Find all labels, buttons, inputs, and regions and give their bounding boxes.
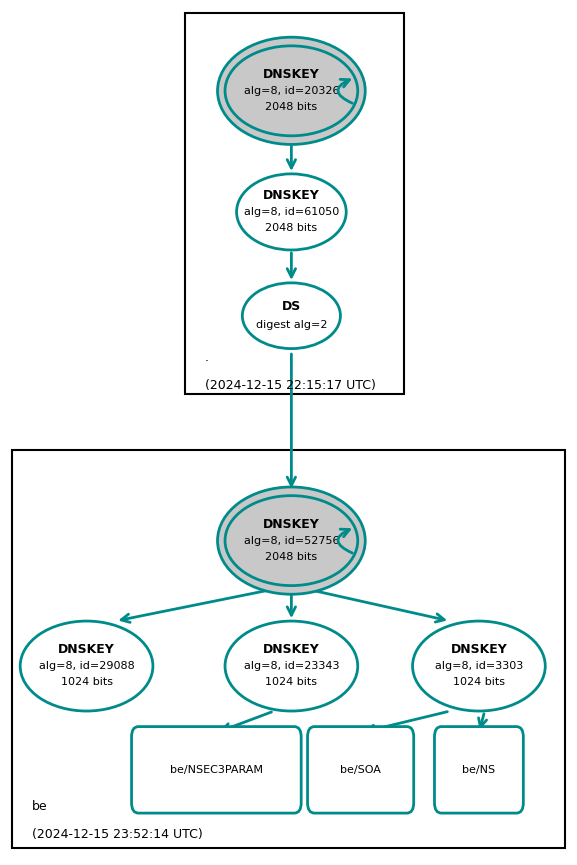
Text: DNSKEY: DNSKEY [58,643,115,657]
Text: DNSKEY: DNSKEY [263,643,320,657]
Text: be: be [32,800,47,813]
Text: 2048 bits: 2048 bits [265,223,317,234]
Text: be/NSEC3PARAM: be/NSEC3PARAM [170,765,263,775]
Text: 2048 bits: 2048 bits [265,552,317,562]
Text: be/NS: be/NS [462,765,496,775]
FancyBboxPatch shape [434,727,523,813]
FancyBboxPatch shape [308,727,414,813]
Text: DNSKEY: DNSKEY [451,643,507,657]
Text: DNSKEY: DNSKEY [263,189,320,202]
Text: 2048 bits: 2048 bits [265,102,317,112]
Text: alg=8, id=20326: alg=8, id=20326 [243,86,339,96]
Text: alg=8, id=3303: alg=8, id=3303 [435,661,523,671]
Ellipse shape [413,621,545,711]
Ellipse shape [218,487,365,594]
Text: .: . [205,351,209,364]
Text: be/SOA: be/SOA [340,765,381,775]
Text: DS: DS [282,300,301,313]
Bar [12,450,565,848]
Text: alg=8, id=61050: alg=8, id=61050 [243,207,339,217]
FancyBboxPatch shape [132,727,301,813]
Ellipse shape [225,496,358,586]
Bar [185,13,404,394]
Ellipse shape [225,46,358,136]
Text: (2024-12-15 23:52:14 UTC): (2024-12-15 23:52:14 UTC) [32,828,203,841]
Text: (2024-12-15 22:15:17 UTC): (2024-12-15 22:15:17 UTC) [205,379,376,392]
Ellipse shape [242,283,340,349]
Ellipse shape [20,621,153,711]
Text: alg=8, id=29088: alg=8, id=29088 [39,661,134,671]
Text: 1024 bits: 1024 bits [61,677,113,688]
Ellipse shape [225,621,358,711]
Text: 1024 bits: 1024 bits [265,677,317,688]
Text: DNSKEY: DNSKEY [263,67,320,81]
Ellipse shape [218,37,365,144]
Ellipse shape [237,174,346,250]
Text: 1024 bits: 1024 bits [453,677,505,688]
Text: alg=8, id=52756: alg=8, id=52756 [243,535,339,546]
Text: digest alg=2: digest alg=2 [256,320,327,330]
Text: alg=8, id=23343: alg=8, id=23343 [243,661,339,671]
Text: DNSKEY: DNSKEY [263,517,320,531]
